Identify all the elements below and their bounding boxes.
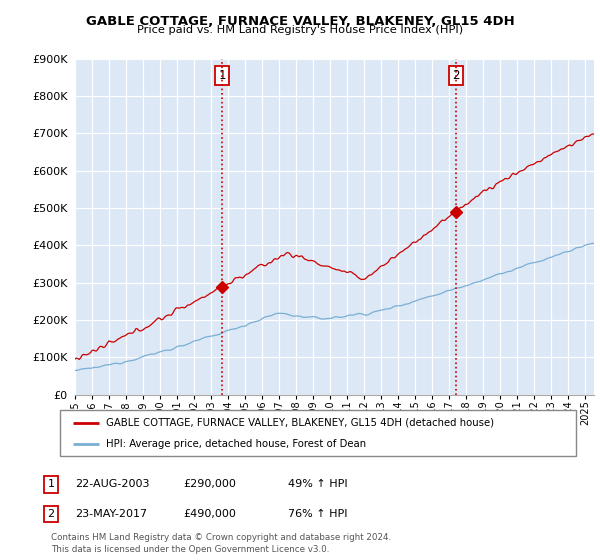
Text: Price paid vs. HM Land Registry's House Price Index (HPI): Price paid vs. HM Land Registry's House … [137, 25, 463, 35]
Text: Contains HM Land Registry data © Crown copyright and database right 2024.: Contains HM Land Registry data © Crown c… [51, 533, 391, 542]
Text: This data is licensed under the Open Government Licence v3.0.: This data is licensed under the Open Gov… [51, 545, 329, 554]
Text: 76% ↑ HPI: 76% ↑ HPI [288, 509, 347, 519]
Text: 2: 2 [452, 69, 460, 82]
Text: GABLE COTTAGE, FURNACE VALLEY, BLAKENEY, GL15 4DH (detached house): GABLE COTTAGE, FURNACE VALLEY, BLAKENEY,… [106, 418, 494, 428]
Text: 2: 2 [47, 509, 55, 519]
Text: 49% ↑ HPI: 49% ↑ HPI [288, 479, 347, 489]
Text: HPI: Average price, detached house, Forest of Dean: HPI: Average price, detached house, Fore… [106, 439, 367, 449]
Text: 1: 1 [218, 69, 226, 82]
Text: 1: 1 [47, 479, 55, 489]
Text: 23-MAY-2017: 23-MAY-2017 [75, 509, 147, 519]
Text: £490,000: £490,000 [183, 509, 236, 519]
Text: GABLE COTTAGE, FURNACE VALLEY, BLAKENEY, GL15 4DH: GABLE COTTAGE, FURNACE VALLEY, BLAKENEY,… [86, 15, 514, 27]
Text: 22-AUG-2003: 22-AUG-2003 [75, 479, 149, 489]
Text: £290,000: £290,000 [183, 479, 236, 489]
